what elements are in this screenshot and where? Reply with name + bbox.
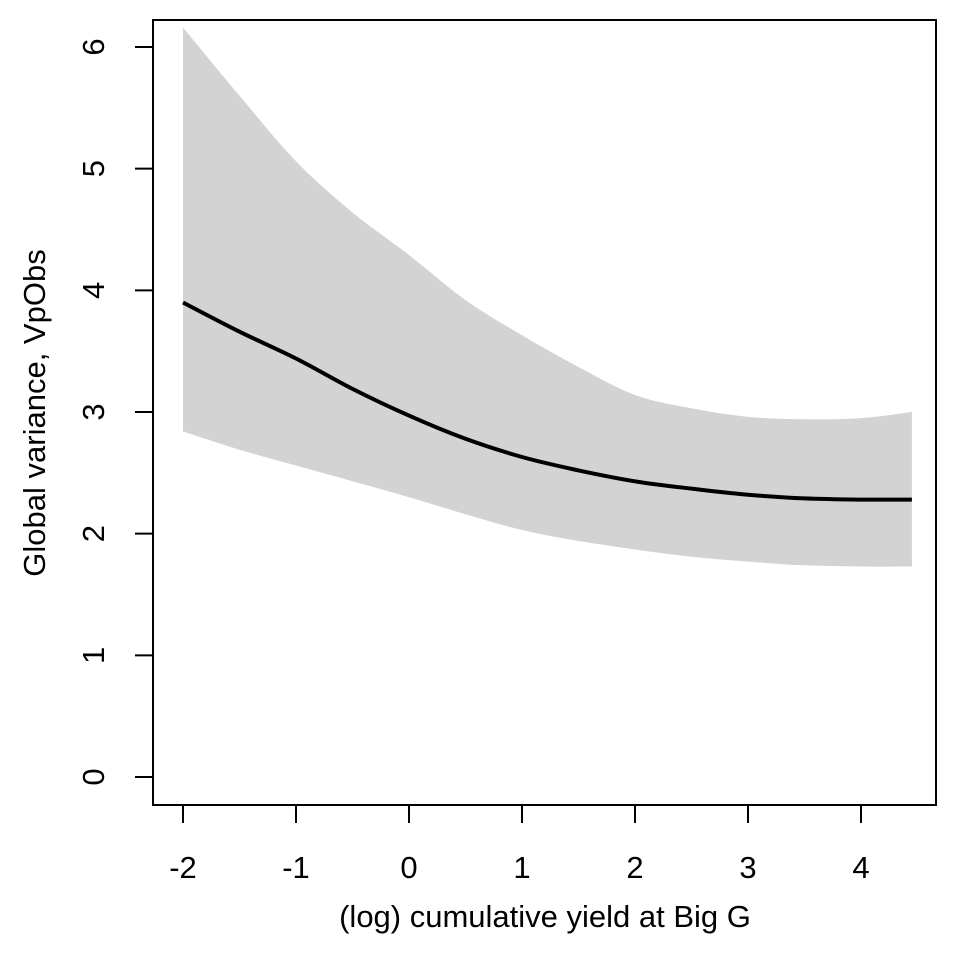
axes-layer: -2 -1 0 1 2 3 4 0 1 2 3 4 5 6 [76,19,937,885]
y-tick-label: 3 [76,403,111,420]
x-tick-label: -2 [169,850,197,885]
x-tick-label: 0 [400,850,417,885]
x-axis-title: (log) cumulative yield at Big G [339,899,751,934]
confidence-band [183,27,912,567]
y-tick-label: 2 [76,525,111,542]
x-tick-label: 1 [513,850,530,885]
y-axis-title: Global variance, VpObs [17,249,52,576]
y-tick-label: 5 [76,160,111,177]
x-tick-label: -1 [282,850,310,885]
mean-line-layer [182,300,912,502]
x-tick-label: 4 [852,850,869,885]
y-tick-label: 6 [76,38,111,55]
x-tick-label: 3 [739,850,756,885]
y-tick-label: 1 [76,647,111,664]
y-tick-label: 0 [76,768,111,785]
confidence-band-layer [183,27,912,567]
mean-line [182,300,912,502]
y-tick-label: 4 [76,282,111,299]
x-tick-label: 2 [626,850,643,885]
